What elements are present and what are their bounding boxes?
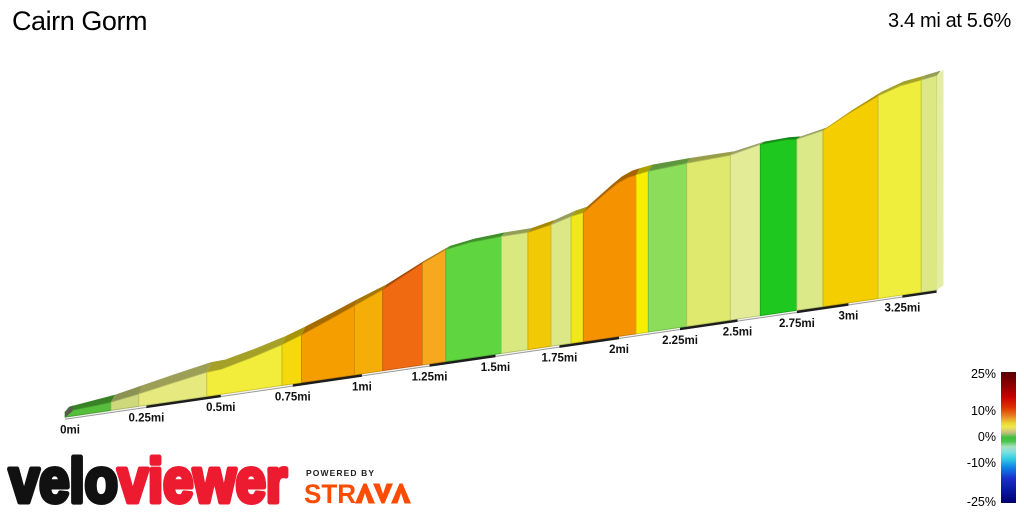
svg-text:1.5mi: 1.5mi [481, 362, 510, 374]
svg-text:1mi: 1mi [352, 381, 372, 393]
svg-text:STR: STR [304, 479, 356, 509]
svg-text:2.25mi: 2.25mi [662, 335, 698, 347]
svg-text:3.25mi: 3.25mi [884, 302, 920, 314]
svg-text:2.75mi: 2.75mi [779, 318, 815, 330]
svg-text:0mi: 0mi [60, 425, 80, 437]
svg-text:1.75mi: 1.75mi [541, 353, 577, 365]
svg-text:veloviewer: veloviewer [9, 447, 287, 512]
svg-text:0.75mi: 0.75mi [275, 391, 311, 403]
svg-text:2mi: 2mi [609, 344, 629, 356]
svg-text:0.25mi: 0.25mi [128, 413, 164, 425]
svg-text:1.25mi: 1.25mi [412, 371, 448, 383]
svg-text:3mi: 3mi [838, 310, 858, 322]
svg-text:2.5mi: 2.5mi [723, 327, 752, 339]
svg-text:0.5mi: 0.5mi [206, 402, 235, 414]
